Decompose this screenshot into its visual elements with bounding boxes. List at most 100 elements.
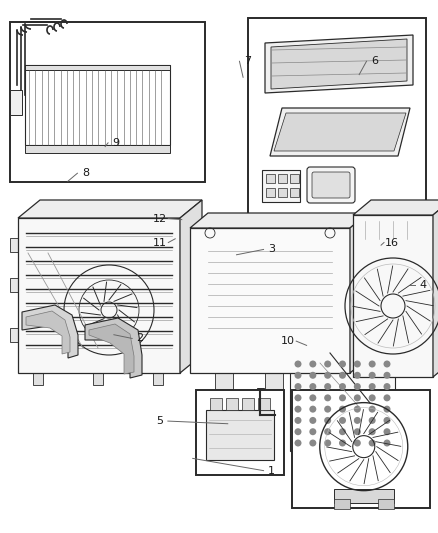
Circle shape bbox=[294, 428, 301, 435]
Bar bbox=[341, 350, 353, 362]
Circle shape bbox=[309, 372, 316, 379]
Polygon shape bbox=[18, 218, 180, 373]
Bar bbox=[242, 398, 254, 410]
Bar bbox=[278, 174, 287, 183]
Text: 3: 3 bbox=[268, 245, 275, 254]
Bar bbox=[433, 240, 438, 252]
Text: 1: 1 bbox=[268, 466, 275, 475]
Circle shape bbox=[339, 428, 346, 435]
Bar bbox=[248, 18, 426, 218]
Bar bbox=[290, 356, 395, 451]
Circle shape bbox=[324, 440, 331, 447]
Polygon shape bbox=[353, 215, 433, 377]
Circle shape bbox=[294, 394, 301, 401]
Text: 7: 7 bbox=[244, 56, 251, 66]
Circle shape bbox=[354, 440, 361, 447]
FancyBboxPatch shape bbox=[307, 167, 355, 203]
Bar bbox=[33, 373, 43, 385]
Bar bbox=[433, 350, 438, 362]
Circle shape bbox=[369, 372, 376, 379]
Circle shape bbox=[309, 394, 316, 401]
Circle shape bbox=[294, 440, 301, 447]
Circle shape bbox=[339, 406, 346, 413]
Circle shape bbox=[369, 383, 376, 390]
Text: 11: 11 bbox=[153, 238, 167, 247]
Bar bbox=[315, 373, 333, 389]
Text: 16: 16 bbox=[385, 238, 399, 247]
Polygon shape bbox=[25, 145, 170, 153]
Circle shape bbox=[309, 360, 316, 367]
Circle shape bbox=[339, 417, 346, 424]
Bar bbox=[266, 174, 275, 183]
Bar bbox=[210, 398, 222, 410]
Polygon shape bbox=[26, 311, 70, 354]
Bar bbox=[215, 373, 233, 389]
Text: 8: 8 bbox=[82, 168, 89, 178]
Text: 12: 12 bbox=[153, 214, 167, 223]
Circle shape bbox=[339, 440, 346, 447]
Bar bbox=[334, 489, 394, 503]
Circle shape bbox=[354, 428, 361, 435]
Circle shape bbox=[324, 372, 331, 379]
Bar bbox=[25, 65, 170, 145]
Circle shape bbox=[309, 428, 316, 435]
Circle shape bbox=[384, 428, 391, 435]
Circle shape bbox=[384, 440, 391, 447]
Bar bbox=[10, 238, 18, 252]
Bar bbox=[10, 278, 18, 292]
Circle shape bbox=[369, 417, 376, 424]
Circle shape bbox=[309, 383, 316, 390]
Bar bbox=[226, 398, 238, 410]
Bar bbox=[378, 499, 394, 508]
Bar bbox=[205, 243, 335, 353]
Circle shape bbox=[324, 360, 331, 367]
Bar bbox=[290, 188, 299, 197]
Text: 9: 9 bbox=[113, 138, 120, 148]
Bar bbox=[292, 390, 430, 508]
Circle shape bbox=[384, 417, 391, 424]
Bar bbox=[153, 373, 163, 385]
Polygon shape bbox=[271, 39, 407, 89]
Circle shape bbox=[294, 406, 301, 413]
Bar bbox=[368, 359, 418, 377]
Polygon shape bbox=[180, 200, 202, 373]
Circle shape bbox=[324, 394, 331, 401]
Polygon shape bbox=[270, 108, 410, 156]
Bar bbox=[93, 373, 103, 385]
Circle shape bbox=[309, 440, 316, 447]
Circle shape bbox=[369, 406, 376, 413]
Text: 6: 6 bbox=[371, 56, 378, 66]
Circle shape bbox=[339, 383, 346, 390]
FancyBboxPatch shape bbox=[312, 172, 350, 198]
Circle shape bbox=[339, 360, 346, 367]
Circle shape bbox=[384, 383, 391, 390]
Circle shape bbox=[294, 360, 301, 367]
Circle shape bbox=[354, 383, 361, 390]
Circle shape bbox=[354, 417, 361, 424]
Polygon shape bbox=[353, 200, 438, 215]
Polygon shape bbox=[89, 324, 134, 374]
Circle shape bbox=[309, 406, 316, 413]
Polygon shape bbox=[433, 200, 438, 377]
Polygon shape bbox=[265, 35, 413, 93]
Circle shape bbox=[384, 360, 391, 367]
Bar bbox=[262, 170, 300, 202]
Circle shape bbox=[294, 372, 301, 379]
Circle shape bbox=[324, 383, 331, 390]
Circle shape bbox=[354, 406, 361, 413]
Polygon shape bbox=[190, 213, 368, 228]
Bar bbox=[341, 240, 353, 252]
Circle shape bbox=[384, 394, 391, 401]
Circle shape bbox=[369, 440, 376, 447]
Circle shape bbox=[369, 428, 376, 435]
Bar bbox=[361, 220, 425, 240]
Bar bbox=[334, 499, 350, 508]
Circle shape bbox=[339, 372, 346, 379]
Text: 5: 5 bbox=[156, 416, 163, 426]
Bar bbox=[278, 188, 287, 197]
Polygon shape bbox=[22, 305, 78, 358]
Polygon shape bbox=[274, 113, 406, 151]
Circle shape bbox=[294, 417, 301, 424]
Circle shape bbox=[384, 406, 391, 413]
Circle shape bbox=[324, 417, 331, 424]
